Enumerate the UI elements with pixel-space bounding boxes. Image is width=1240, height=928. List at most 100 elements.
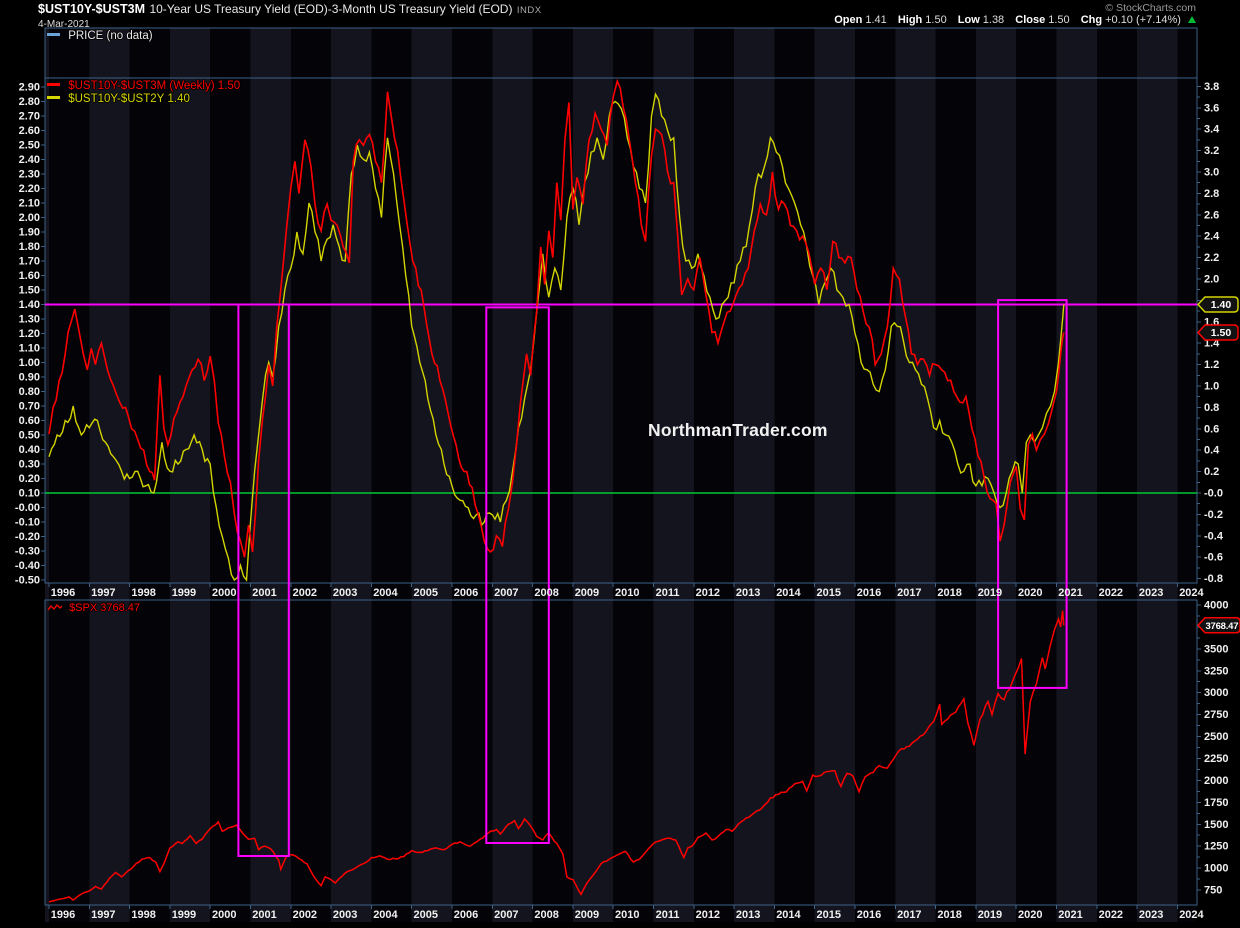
price-panel-legend: PRICE (no data) <box>47 30 153 42</box>
high-value: 1.50 <box>925 14 947 26</box>
svg-text:-0.30: -0.30 <box>15 546 40 558</box>
red-series-name: $UST10Y-$UST3M (Weekly) <box>68 80 215 92</box>
svg-text:2005: 2005 <box>413 587 437 599</box>
svg-text:-0.6: -0.6 <box>1204 552 1223 564</box>
svg-text:3.6: 3.6 <box>1204 102 1219 114</box>
svg-text:2006: 2006 <box>454 587 478 599</box>
svg-text:2015: 2015 <box>816 909 840 921</box>
svg-text:2013: 2013 <box>736 587 760 599</box>
low-label: Low <box>957 14 980 26</box>
svg-text:1.30: 1.30 <box>19 314 40 326</box>
open-label: Open <box>834 14 863 26</box>
legend-ust10y-3m: $UST10Y-$UST3M (Weekly) 1.50 <box>47 80 240 92</box>
svg-text:1.50: 1.50 <box>19 285 40 297</box>
svg-text:2.4: 2.4 <box>1204 231 1220 243</box>
main-panel-border <box>44 77 1198 584</box>
svg-text:1.70: 1.70 <box>19 256 40 268</box>
svg-text:1.90: 1.90 <box>19 227 40 239</box>
svg-text:2012: 2012 <box>696 909 720 921</box>
svg-text:2750: 2750 <box>1204 709 1228 721</box>
svg-text:-0.00: -0.00 <box>15 502 40 514</box>
svg-text:0.6: 0.6 <box>1204 423 1219 435</box>
close-value: 1.50 <box>1048 14 1070 26</box>
svg-text:2010: 2010 <box>615 909 639 921</box>
svg-text:2001: 2001 <box>252 909 276 921</box>
red-series-dash-icon <box>47 83 60 87</box>
svg-text:0.4: 0.4 <box>1204 445 1220 457</box>
svg-text:2011: 2011 <box>656 587 680 599</box>
svg-text:1997: 1997 <box>91 909 115 921</box>
svg-text:0.60: 0.60 <box>19 415 40 427</box>
last-value-badge-1.50: 1.50 <box>1196 324 1239 341</box>
stockcharts-copyright: © StockCharts.com <box>1105 2 1196 14</box>
svg-text:0.70: 0.70 <box>19 401 40 413</box>
svg-text:2016: 2016 <box>857 587 881 599</box>
svg-text:2250: 2250 <box>1204 753 1228 765</box>
spx-line <box>48 610 1065 903</box>
svg-text:2021: 2021 <box>1058 587 1082 599</box>
svg-text:1998: 1998 <box>131 587 155 599</box>
svg-text:2006: 2006 <box>454 909 478 921</box>
yellow-series-dash-icon <box>47 96 60 100</box>
svg-text:2017: 2017 <box>897 909 921 921</box>
svg-text:2000: 2000 <box>1204 775 1228 787</box>
svg-text:1.10: 1.10 <box>19 343 40 355</box>
svg-text:1.50: 1.50 <box>1211 327 1232 339</box>
svg-text:1.80: 1.80 <box>19 241 40 253</box>
svg-text:1996: 1996 <box>51 587 75 599</box>
svg-text:2018: 2018 <box>937 909 961 921</box>
red-series-last-value: 1.50 <box>217 80 241 92</box>
svg-text:2.70: 2.70 <box>19 111 40 123</box>
svg-text:2002: 2002 <box>293 587 317 599</box>
svg-text:0.30: 0.30 <box>19 459 40 471</box>
svg-text:0.2: 0.2 <box>1204 466 1219 478</box>
svg-text:2019: 2019 <box>978 909 1002 921</box>
yellow-series-last-value: 1.40 <box>167 93 190 105</box>
chg-label: Chg <box>1080 14 1103 26</box>
svg-text:2011: 2011 <box>656 909 680 921</box>
svg-text:-0.50: -0.50 <box>15 575 40 587</box>
svg-text:2024: 2024 <box>1179 909 1204 921</box>
svg-text:0.10: 0.10 <box>19 488 40 500</box>
legend-ust10y-2y: $UST10Y-$UST2Y 1.40 <box>47 93 190 105</box>
svg-text:3768.47: 3768.47 <box>1206 621 1239 632</box>
svg-text:2015: 2015 <box>816 587 840 599</box>
exchange-label: INDX <box>516 5 542 16</box>
svg-text:2020: 2020 <box>1018 587 1042 599</box>
svg-text:3000: 3000 <box>1204 687 1228 699</box>
svg-text:2022: 2022 <box>1099 909 1123 921</box>
svg-text:1999: 1999 <box>172 909 196 921</box>
svg-text:2008: 2008 <box>534 909 558 921</box>
svg-text:0.90: 0.90 <box>19 372 40 384</box>
svg-text:1.00: 1.00 <box>19 357 40 369</box>
close-label: Close <box>1015 14 1046 26</box>
svg-text:2010: 2010 <box>615 587 639 599</box>
svg-text:-0.2: -0.2 <box>1204 509 1223 521</box>
svg-text:2.8: 2.8 <box>1204 188 1219 200</box>
chart-date: 4-Mar-2021 <box>38 19 90 30</box>
svg-text:2.20: 2.20 <box>19 183 40 195</box>
svg-text:-0.0: -0.0 <box>1204 488 1223 500</box>
svg-text:1.60: 1.60 <box>19 270 40 282</box>
recession-box-3 <box>997 299 1068 689</box>
svg-text:2018: 2018 <box>937 587 961 599</box>
recession-box-2 <box>485 306 550 844</box>
svg-text:2.2: 2.2 <box>1204 252 1219 264</box>
svg-text:1.40: 1.40 <box>19 299 40 311</box>
svg-text:1.2: 1.2 <box>1204 359 1219 371</box>
svg-text:2007: 2007 <box>494 909 518 921</box>
svg-text:-0.40: -0.40 <box>15 560 40 572</box>
svg-text:1.20: 1.20 <box>19 328 40 340</box>
svg-text:3250: 3250 <box>1204 665 1228 677</box>
svg-text:2009: 2009 <box>575 587 599 599</box>
svg-text:2004: 2004 <box>373 587 398 599</box>
svg-text:2.60: 2.60 <box>19 125 40 137</box>
svg-text:2023: 2023 <box>1139 909 1163 921</box>
svg-text:2.00: 2.00 <box>19 212 40 224</box>
recession-box-1 <box>237 303 290 857</box>
svg-text:2003: 2003 <box>333 587 357 599</box>
last-value-badge-1.40: 1.40 <box>1196 296 1239 313</box>
svg-text:3.2: 3.2 <box>1204 145 1219 157</box>
svg-text:2009: 2009 <box>575 909 599 921</box>
svg-text:3500: 3500 <box>1204 643 1228 655</box>
